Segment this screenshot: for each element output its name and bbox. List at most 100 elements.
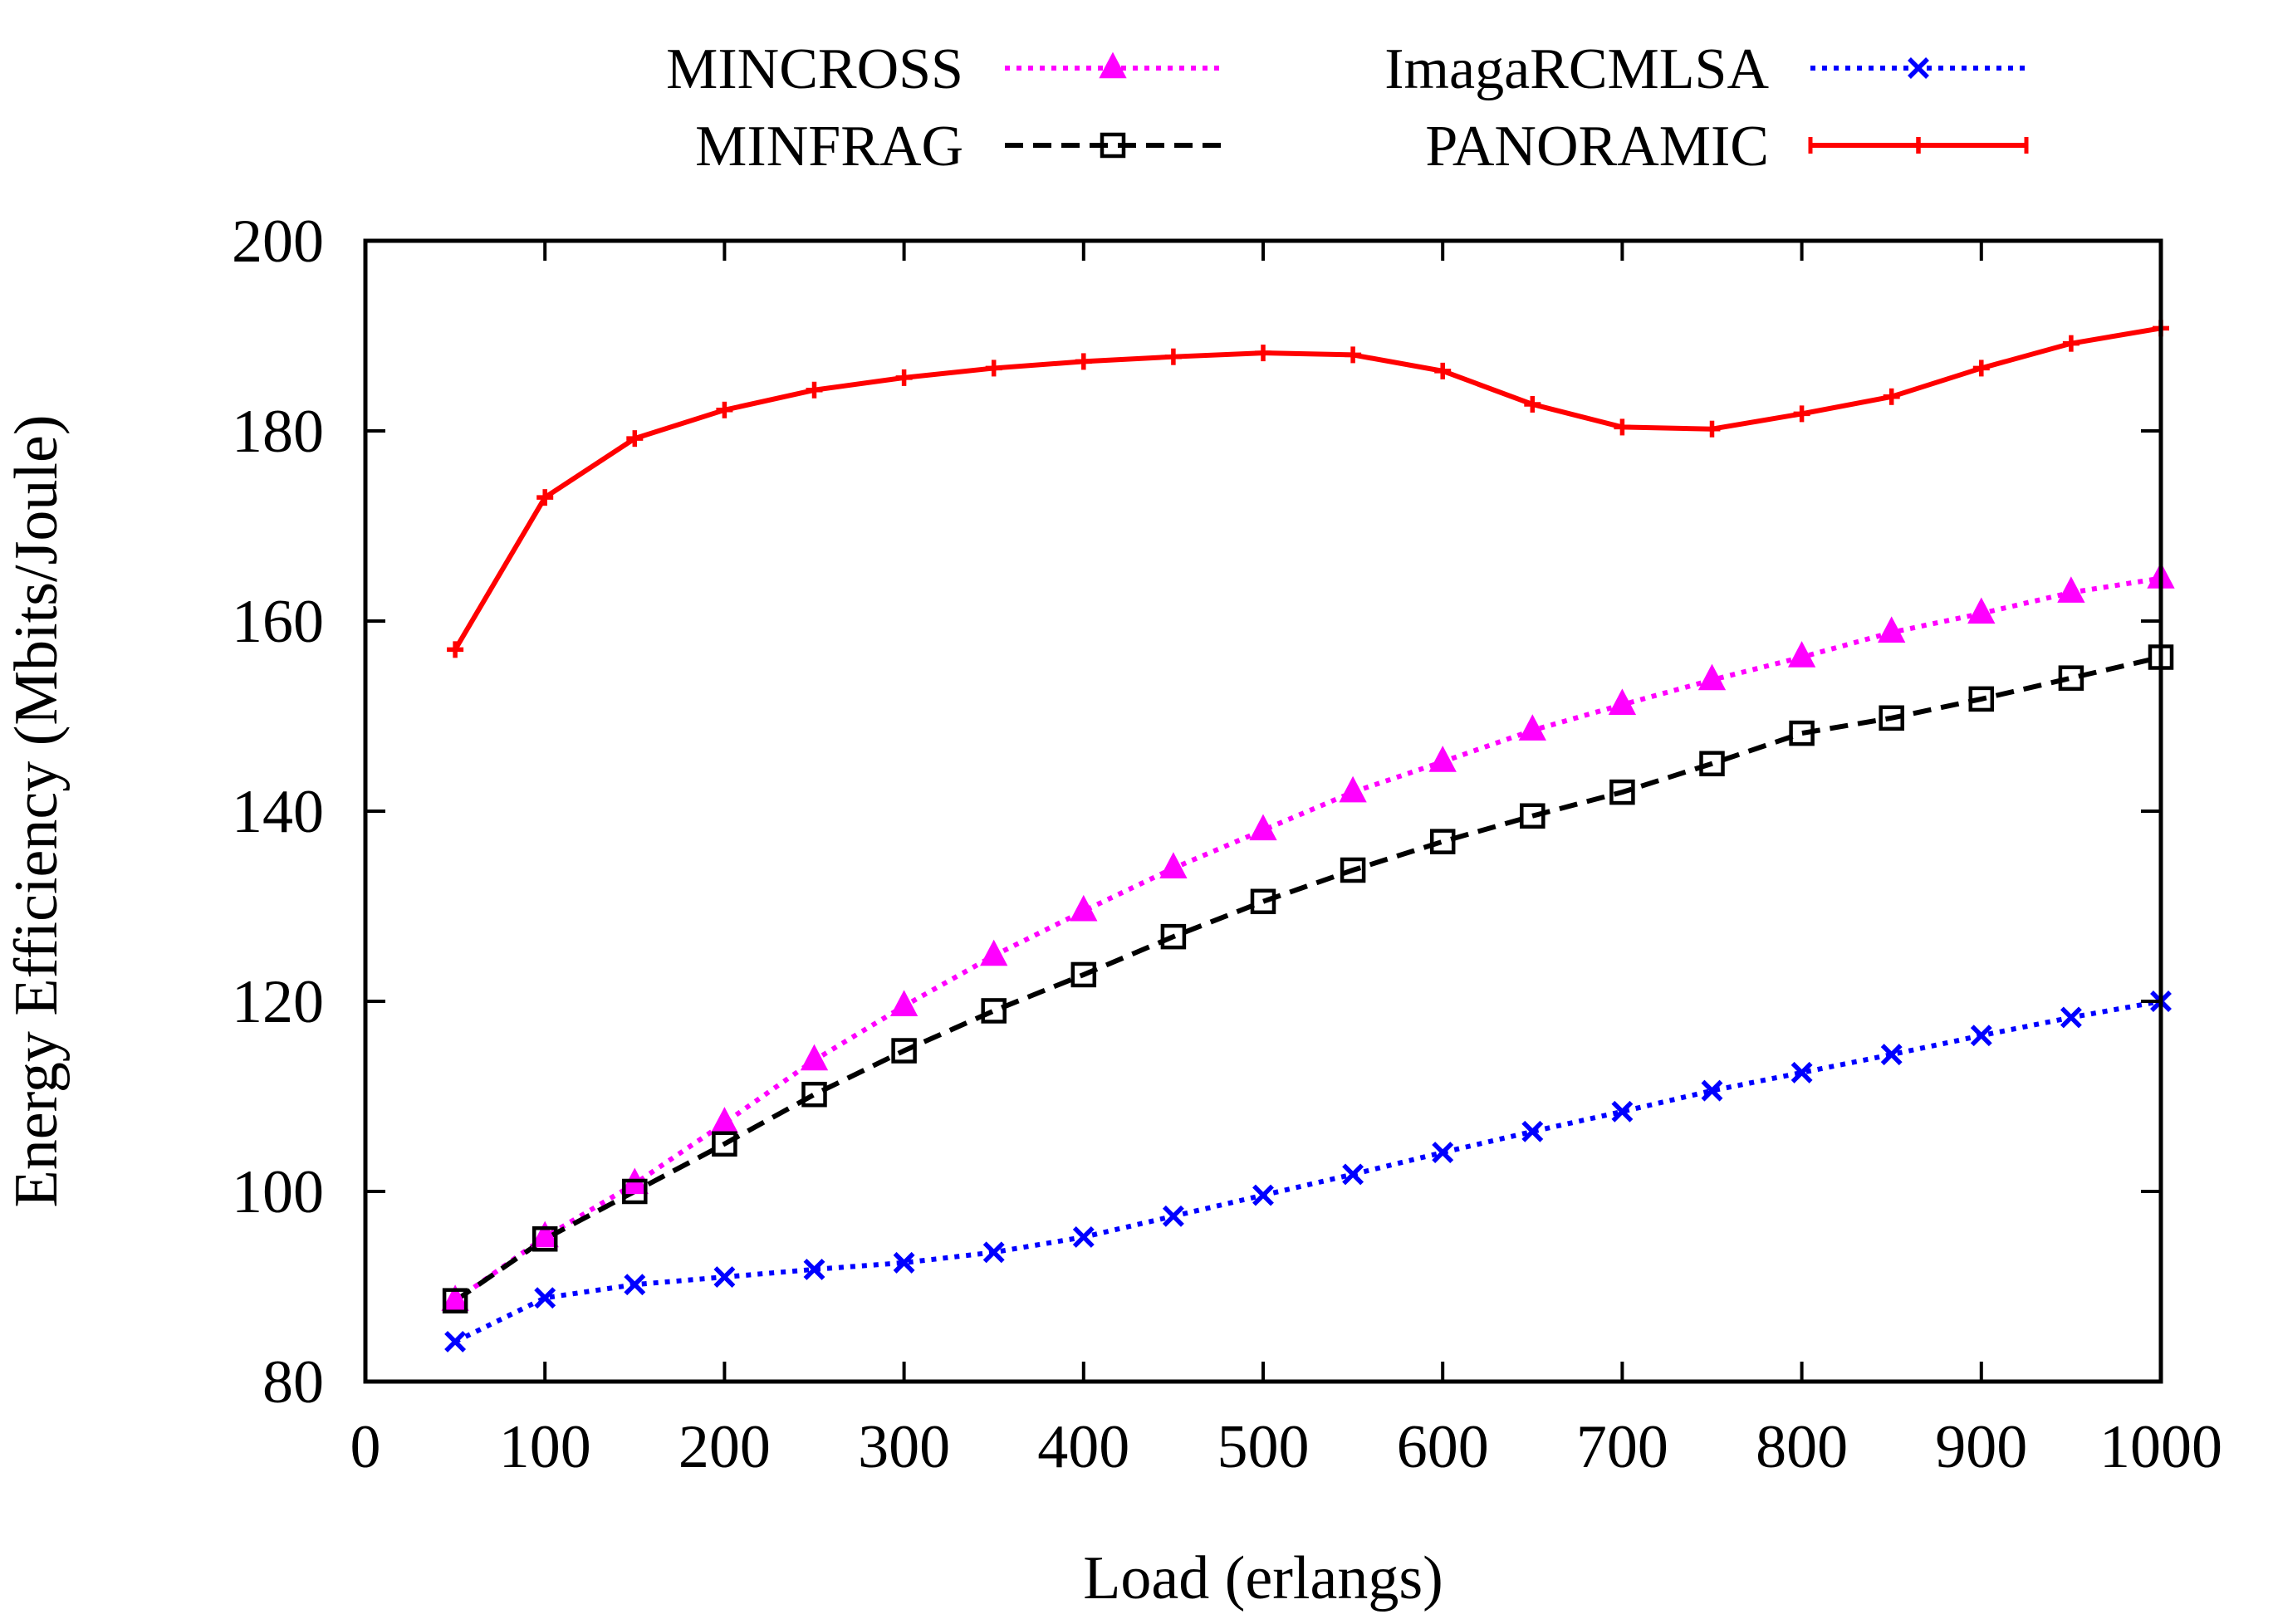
y-tick-label: 140 [232,778,324,846]
data-point-imagarcmlsa-stroke-b [893,1251,915,1274]
data-point-imagarcmlsa [1072,1226,1095,1248]
data-point-panoramic [2062,335,2080,352]
data-point-imagarcmlsa-stroke-b [982,1241,1005,1264]
legend-marker-minfrag [1100,132,1126,159]
data-point-minfrag [1520,803,1546,829]
data-point-imagarcmlsa-stroke-b [803,1258,825,1280]
data-point-panoramic [806,381,823,399]
data-point-minfrag [981,998,1007,1024]
x-tick-label: 600 [1397,1413,1489,1481]
legend-marker-panoramic [1910,137,1927,154]
data-point-minfrag [1340,857,1366,883]
legend-marker-imagarcmlsa [1908,57,1929,79]
x-tick-label: 300 [858,1413,950,1481]
y-tick-label: 180 [232,398,324,466]
data-point-imagarcmlsa-stroke-b [444,1330,467,1353]
data-point-imagarcmlsa [893,1251,915,1274]
data-point-minfrag [622,1178,648,1205]
data-point-imagarcmlsa-stroke-b [1970,1025,1992,1047]
data-point-mincross [710,1107,739,1133]
series-line-mincross [453,575,2161,1304]
data-point-panoramic [1164,348,1182,365]
data-point-imagarcmlsa [803,1258,825,1280]
data-point-minfrag [891,1038,917,1064]
data-point-imagarcmlsa [1880,1044,1903,1066]
data-point-panoramic [1075,353,1092,370]
data-point-imagarcmlsa-stroke-b [713,1266,736,1288]
data-point-mincross [889,990,919,1016]
data-point-imagarcmlsa [982,1241,1005,1264]
data-point-mincross [1878,616,1906,643]
axis-ticks: 0 100 200 300 400 500 600 700 800 900 1000 80 100 120… [232,208,2222,1481]
y-tick-label: 100 [232,1158,324,1226]
legend: MINCROSS MINFRAG ImagaRCMLSA PANORAMIC [666,37,2029,179]
y-tick-label: 160 [232,588,324,656]
series-line-imagarcmlsa [453,999,2161,1344]
data-point-minfrag [1968,686,1995,712]
data-point-panoramic [626,430,644,448]
series-line-minfrag [453,654,2161,1304]
y-tick-label: 80 [262,1348,324,1416]
data-point-imagarcmlsa [1521,1120,1544,1142]
data-point-imagarcmlsa-stroke-b [534,1287,556,1309]
plot-frame [363,238,2163,1384]
data-point-mincross [1159,852,1188,878]
data-point-imagarcmlsa [1252,1184,1274,1206]
data-point-panoramic [895,369,913,386]
data-point-imagarcmlsa-stroke-b [1342,1163,1364,1186]
data-point-panoramic [1793,405,1810,423]
data-point-imagarcmlsa-stroke-b [624,1274,646,1296]
data-point-imagarcmlsa [534,1287,556,1309]
data-point-imagarcmlsa [1342,1163,1364,1186]
x-axis-title: Load (erlangs) [1083,1544,1443,1612]
data-point-imagarcmlsa-stroke-b [2060,1006,2082,1029]
data-point-panoramic [1703,420,1721,438]
data-point-mincross [1249,814,1277,841]
data-point-minfrag [712,1131,737,1157]
legend-label-panoramic: PANORAMIC [1425,115,1769,179]
y-tick-label: 200 [232,208,324,276]
data-point-minfrag [1879,705,1904,731]
data-point-imagarcmlsa-stroke-b [1521,1120,1544,1142]
data-point-minfrag [1250,888,1276,915]
data-point-panoramic [1524,395,1541,413]
legend-label-minfrag: MINFRAG [695,115,963,179]
x-tick-label: 500 [1217,1413,1310,1481]
data-point-panoramic [1972,360,1990,377]
data-point-mincross [1339,775,1367,803]
data-point-mincross [1697,663,1727,691]
y-tick-label: 120 [232,968,324,1036]
data-point-imagarcmlsa [1432,1142,1454,1163]
y-axis-title: Energy Efficiency (Mbits/Joule) [2,415,71,1208]
data-point-minfrag [1429,829,1456,854]
data-point-imagarcmlsa [713,1266,736,1288]
legend-label-mincross: MINCROSS [666,37,963,101]
x-tick-label: 800 [1756,1413,1848,1481]
data-point-imagarcmlsa-stroke-b [1072,1226,1095,1248]
data-point-mincross [1967,597,1996,624]
data-point-imagarcmlsa [1701,1079,1723,1102]
data-point-mincross [1787,641,1816,668]
x-tick-label: 200 [678,1413,771,1481]
data-point-minfrag [1160,923,1187,950]
x-tick-label: 400 [1037,1413,1129,1481]
data-point-imagarcmlsa-stroke-b [1252,1184,1274,1206]
data-point-mincross [1070,894,1098,922]
data-point-panoramic [716,401,733,418]
data-point-imagarcmlsa [1611,1100,1634,1123]
data-point-imagarcmlsa [624,1274,646,1296]
data-point-panoramic [447,641,464,658]
data-point-panoramic [1255,345,1271,362]
legend-label-imagarcmlsa: ImagaRCMLSA [1384,37,1769,101]
legend-marker-mincross [1099,51,1127,79]
data-point-minfrag [1070,961,1097,988]
data-point-imagarcmlsa [1790,1061,1813,1083]
data-point-panoramic [536,489,554,506]
series-layer [453,325,2161,1344]
data-point-minfrag [1699,751,1725,776]
x-tick-label: 900 [1935,1413,2027,1481]
data-point-imagarcmlsa-stroke-b [1162,1205,1184,1227]
x-tick-label: 1000 [2099,1413,2222,1481]
data-point-imagarcmlsa-stroke-b [1701,1079,1723,1102]
